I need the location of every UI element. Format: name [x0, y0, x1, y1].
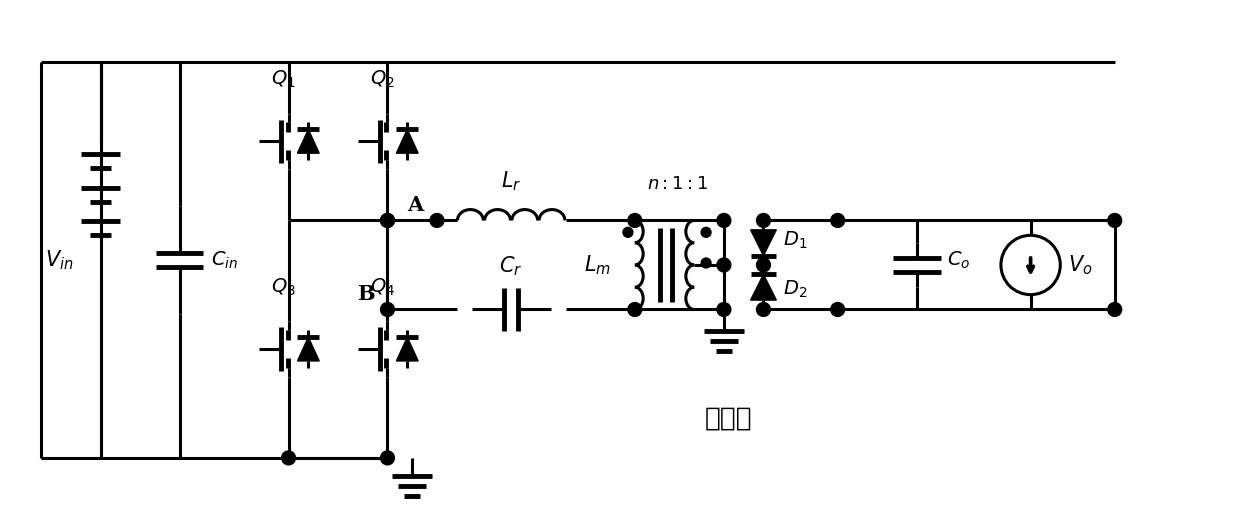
- Circle shape: [757, 302, 771, 317]
- Text: $Q_2$: $Q_2$: [370, 69, 395, 90]
- Circle shape: [1108, 214, 1121, 227]
- Text: A: A: [408, 195, 424, 215]
- Text: $V_{in}$: $V_{in}$: [45, 248, 73, 272]
- Circle shape: [717, 258, 731, 272]
- Circle shape: [1108, 302, 1121, 317]
- Circle shape: [717, 214, 731, 227]
- Polygon shape: [751, 230, 777, 256]
- Circle shape: [281, 451, 295, 465]
- Text: $D_1$: $D_1$: [783, 230, 808, 251]
- Circle shape: [380, 451, 394, 465]
- Polygon shape: [751, 275, 777, 300]
- Circle shape: [701, 258, 711, 268]
- Text: $C_{in}$: $C_{in}$: [212, 249, 238, 271]
- Text: $Q_3$: $Q_3$: [271, 276, 296, 298]
- Text: 变压器: 变压器: [705, 405, 752, 432]
- Circle shape: [430, 214, 444, 227]
- Circle shape: [717, 302, 731, 317]
- Circle shape: [380, 214, 394, 227]
- Text: $Q_1$: $Q_1$: [271, 69, 296, 90]
- Circle shape: [757, 214, 771, 227]
- Polygon shape: [396, 337, 418, 361]
- Circle shape: [623, 227, 633, 237]
- Text: $D_2$: $D_2$: [783, 279, 808, 300]
- Circle shape: [830, 214, 845, 227]
- Circle shape: [830, 302, 845, 317]
- Text: B: B: [357, 284, 374, 303]
- Polygon shape: [297, 337, 320, 361]
- Text: $V_o$: $V_o$: [1068, 253, 1093, 277]
- Circle shape: [380, 302, 394, 317]
- Text: $L_r$: $L_r$: [501, 169, 522, 193]
- Circle shape: [701, 227, 711, 237]
- Text: $Q_4$: $Q_4$: [370, 276, 395, 298]
- Text: $L_m$: $L_m$: [584, 253, 611, 277]
- Text: $n:1:1$: $n:1:1$: [647, 175, 707, 193]
- Text: $C_r$: $C_r$: [499, 254, 523, 278]
- Polygon shape: [396, 130, 418, 153]
- Circle shape: [757, 258, 771, 272]
- Circle shape: [628, 214, 642, 227]
- Text: $C_o$: $C_o$: [947, 249, 970, 271]
- Polygon shape: [297, 130, 320, 153]
- Circle shape: [628, 302, 642, 317]
- Circle shape: [380, 214, 394, 227]
